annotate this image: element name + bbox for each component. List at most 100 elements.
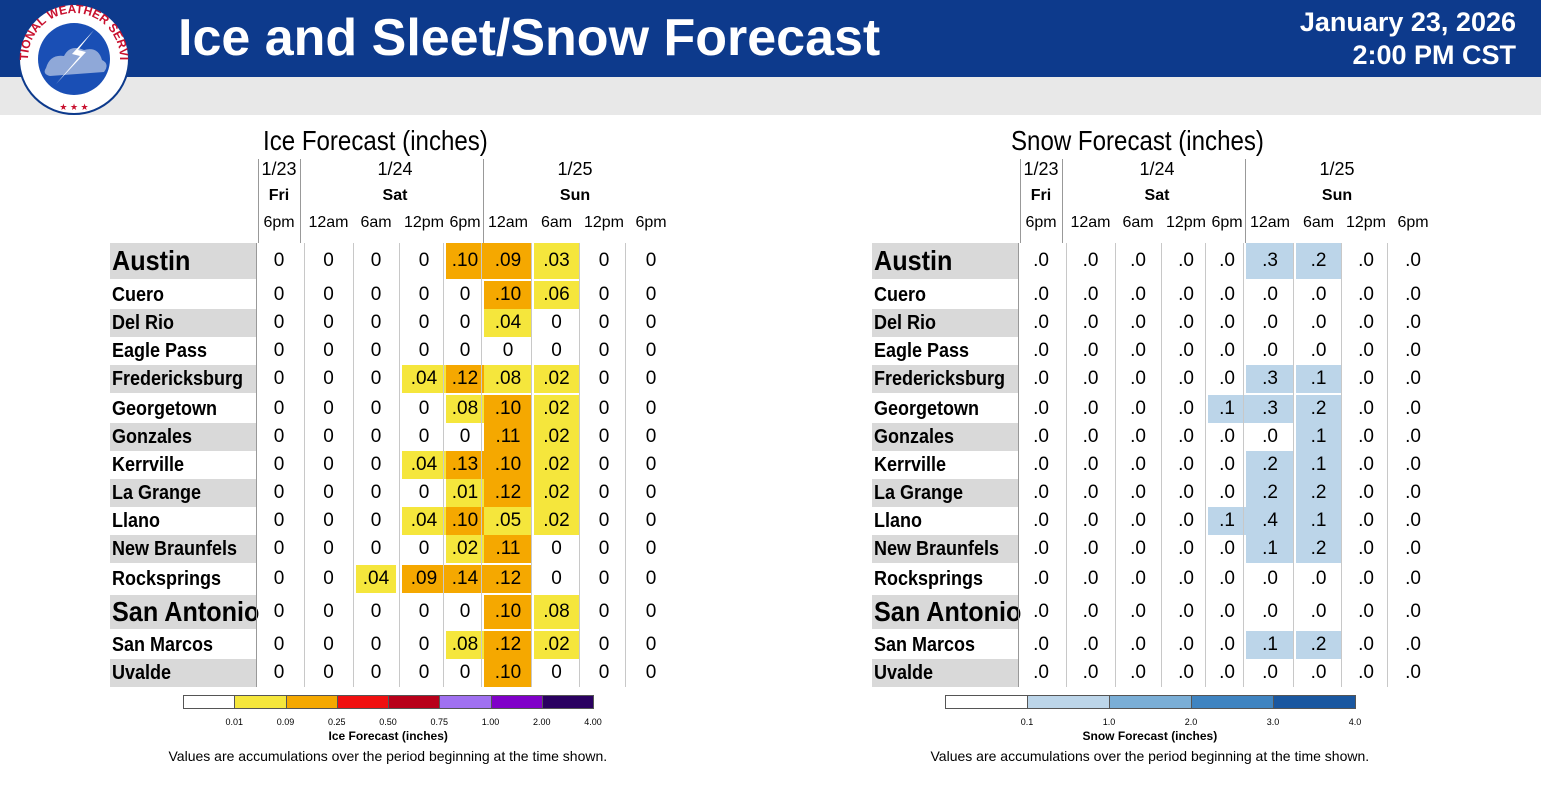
snow-value-cell: .0: [1262, 312, 1278, 333]
ice-value-cell: .14: [446, 565, 484, 593]
snow-value-cell: .0: [1178, 482, 1194, 503]
ice-value-cell: 0: [551, 568, 562, 589]
snow-value-cell: .0: [1262, 284, 1278, 305]
ice-value-cell: 0: [273, 284, 285, 305]
ice-value-cell: .12: [484, 631, 532, 659]
ice-row-georgetown: Georgetown 0 0 0 0 .08.10.02 0 0: [110, 395, 670, 423]
snow-value-cell: .0: [1033, 482, 1049, 503]
snow-value-cell: .0: [1033, 662, 1049, 683]
snow-value-cell: .0: [1130, 426, 1146, 447]
snow-value-cell: .0: [1178, 634, 1194, 655]
ice-value-cell: .02: [534, 423, 579, 451]
ice-value-cell: 0: [459, 426, 471, 447]
ice-value-cell: 0: [645, 340, 657, 361]
ice-value-cell: 0: [551, 312, 562, 333]
ice-value-cell: .10: [484, 451, 532, 479]
ice-grid-line: [481, 243, 482, 687]
ice-value-cell: 0: [645, 250, 657, 271]
ice-value-cell: 0: [418, 426, 430, 447]
ice-grid-line: [304, 243, 305, 687]
ice-title: Ice Forecast (inches): [263, 125, 488, 156]
snow-value-cell: .1: [1208, 507, 1246, 535]
snow-value-cell: .0: [1358, 398, 1374, 419]
city-name: Uvalde: [872, 659, 1018, 687]
snow-value-cell: .0: [1082, 454, 1099, 475]
ice-value-cell: 0: [598, 426, 610, 447]
snow-legend-swatch: [1273, 695, 1356, 709]
snow-value-cell: .0: [1082, 368, 1099, 389]
ice-value-cell: 0: [370, 510, 382, 531]
ice-value-cell: 0: [598, 312, 610, 333]
issuance-clock: 2:00 PM CST: [1352, 40, 1516, 70]
snow-row-gonzales: Gonzales .0 .0 .0 .0 .0 .0 .1 .0 .0: [872, 423, 1432, 451]
city-name: Del Rio: [110, 309, 256, 337]
snow-value-cell: .0: [1130, 284, 1146, 305]
snow-value-cell: .0: [1033, 510, 1049, 531]
snow-value-cell: .0: [1082, 250, 1099, 271]
snow-value-cell: .0: [1219, 662, 1235, 683]
ice-value-cell: 0: [323, 568, 334, 589]
snow-value-cell: .0: [1219, 340, 1235, 361]
snow-legend-swatch: [1109, 695, 1192, 709]
snow-value-cell: .0: [1358, 340, 1374, 361]
snow-value-cell: .0: [1082, 568, 1099, 589]
snow-value-cell: .0: [1130, 662, 1146, 683]
snow-value-cell: .0: [1033, 312, 1049, 333]
snow-value-cell: .0: [1358, 601, 1374, 622]
snow-value-cell: .0: [1082, 601, 1099, 622]
ice-time-header: 12am: [487, 214, 529, 231]
ice-day-sat: Sat: [382, 187, 408, 204]
snow-day-divider: [1245, 159, 1246, 243]
snow-value-cell: .3: [1246, 243, 1294, 279]
ice-value-cell: 0: [645, 662, 657, 683]
city-name: Llano: [112, 509, 161, 532]
snow-value-cell: .0: [1178, 368, 1194, 389]
snow-value-cell: .2: [1296, 243, 1341, 279]
ice-value-cell: 0: [323, 510, 334, 531]
snow-value-cell: .0: [1178, 340, 1194, 361]
ice-value-cell: 0: [459, 662, 471, 683]
snow-row-san-marcos: San Marcos .0 .0 .0 .0 .0 .1.2 .0 .0: [872, 631, 1432, 659]
snow-value-cell: .0: [1033, 454, 1049, 475]
ice-value-cell: 0: [598, 368, 610, 389]
ice-value-cell: .11: [484, 423, 532, 451]
snow-legend-swatch: [945, 695, 1028, 709]
city-name: Gonzales: [110, 423, 256, 451]
ice-row-san-antonio: San Antonio 0 0 0 0 0 .10.08 0 0: [110, 595, 670, 629]
ice-legend-tick: 0.01: [225, 717, 244, 727]
snow-value-cell: .0: [1358, 454, 1374, 475]
snow-time-header: 6pm: [1025, 214, 1057, 231]
snow-value-cell: .0: [1130, 510, 1146, 531]
ice-row-del-rio: Del Rio 0 0 0 0 0 .04 0 0 0: [110, 309, 670, 337]
snow-value-cell: .0: [1405, 454, 1421, 475]
ice-value-cell: 0: [370, 312, 382, 333]
ice-time-header: 6am: [360, 214, 392, 231]
snow-value-cell: .3: [1246, 365, 1294, 393]
snow-value-cell: .2: [1296, 479, 1341, 507]
snow-value-cell: .0: [1033, 538, 1049, 559]
ice-value-cell: 0: [323, 250, 334, 271]
snow-row-austin: Austin .0 .0 .0 .0 .0 .3.2 .0 .0: [872, 243, 1432, 279]
ice-time-header: 12am: [308, 214, 349, 231]
ice-value-cell: 0: [273, 568, 285, 589]
ice-value-cell: 0: [370, 284, 382, 305]
ice-value-cell: 0: [273, 426, 285, 447]
snow-value-cell: .0: [1219, 482, 1235, 503]
snow-grid-line: [1205, 243, 1206, 687]
ice-value-cell: 0: [273, 538, 285, 559]
ice-time-header: 12pm: [403, 214, 445, 231]
ice-value-cell: 0: [323, 368, 334, 389]
ice-value-cell: 0: [370, 426, 382, 447]
snow-time-header: 12pm: [1345, 214, 1387, 231]
snow-value-cell: .0: [1033, 634, 1049, 655]
snow-value-cell: .0: [1219, 426, 1235, 447]
snow-time-header: 12am: [1249, 214, 1291, 231]
ice-row-fredericksburg: Fredericksburg 0 0 0 .04.12.08.02 0 0: [110, 365, 670, 393]
ice-legend-swatch: [183, 695, 236, 709]
snow-date-1-24: 1/24: [1139, 159, 1175, 179]
snow-grid-line: [1293, 243, 1294, 687]
ice-value-cell: 0: [370, 482, 382, 503]
ice-value-cell: .13: [446, 451, 484, 479]
snow-value-cell: .0: [1178, 601, 1194, 622]
ice-value-cell: 0: [598, 482, 610, 503]
